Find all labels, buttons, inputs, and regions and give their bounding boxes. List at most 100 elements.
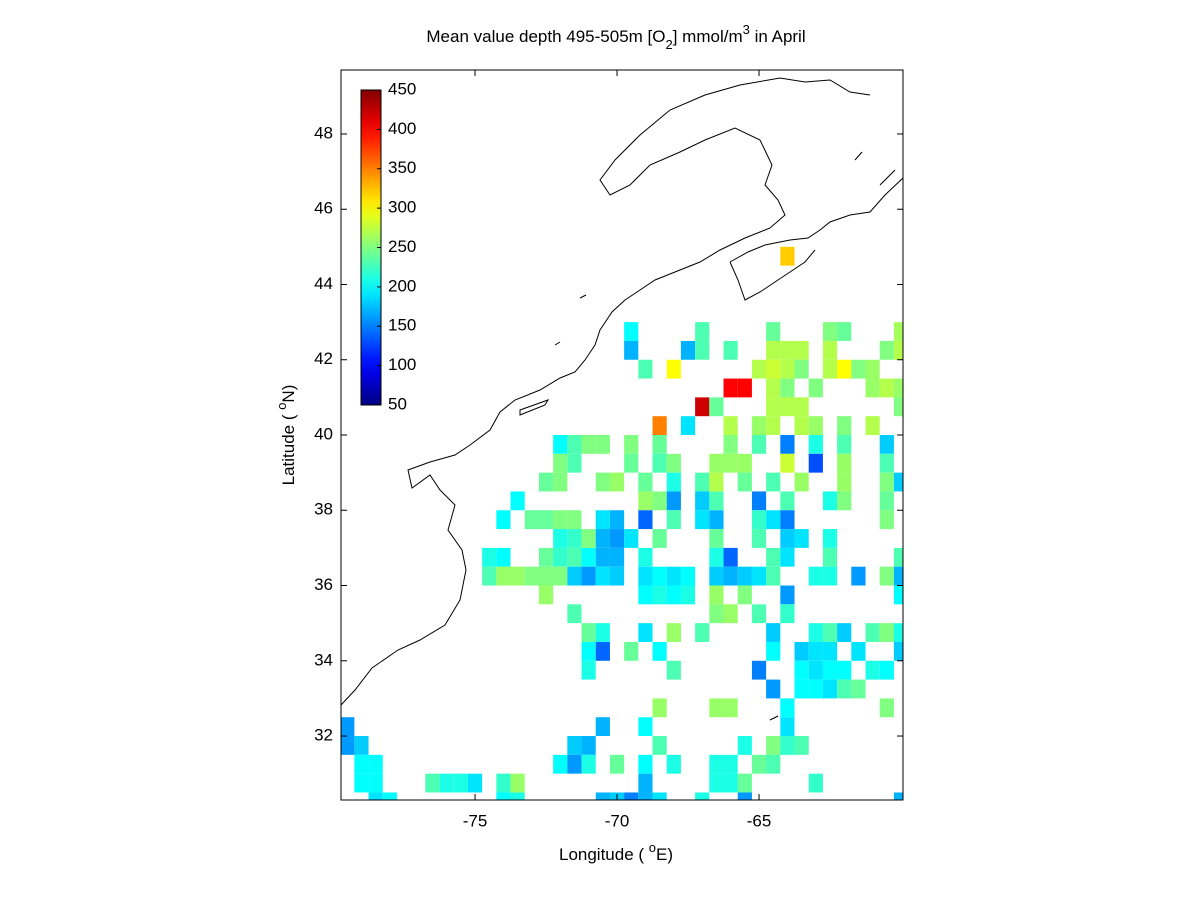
cell bbox=[709, 510, 724, 530]
cell bbox=[624, 641, 639, 661]
label-part: 3 bbox=[743, 22, 750, 37]
cell bbox=[837, 660, 852, 680]
cell bbox=[581, 736, 596, 755]
cell bbox=[766, 340, 781, 360]
cell bbox=[652, 529, 667, 548]
cell bbox=[581, 660, 596, 680]
cell bbox=[354, 736, 369, 755]
cell bbox=[709, 529, 724, 548]
cell bbox=[766, 397, 781, 417]
cell bbox=[780, 529, 795, 548]
cell bbox=[638, 717, 653, 737]
x-tick-label: -65 bbox=[747, 811, 772, 830]
cell bbox=[709, 754, 724, 774]
cell bbox=[865, 416, 880, 435]
cell bbox=[893, 623, 903, 642]
cell bbox=[794, 641, 809, 661]
cell bbox=[666, 359, 681, 379]
cell bbox=[581, 754, 596, 774]
cell bbox=[766, 623, 781, 642]
cell bbox=[510, 491, 525, 511]
cell bbox=[680, 340, 696, 360]
cell bbox=[751, 416, 767, 435]
cell bbox=[751, 529, 767, 548]
cell bbox=[709, 604, 724, 624]
cell bbox=[808, 660, 823, 680]
cell bbox=[837, 623, 852, 642]
cell bbox=[553, 754, 568, 774]
cell bbox=[822, 641, 838, 661]
cell bbox=[709, 585, 724, 605]
cell bbox=[837, 679, 852, 699]
cell bbox=[680, 416, 696, 435]
cell bbox=[709, 397, 724, 417]
cell bbox=[780, 698, 795, 718]
cell bbox=[652, 792, 667, 800]
cell bbox=[737, 773, 752, 793]
cell bbox=[879, 510, 894, 530]
cell bbox=[595, 472, 610, 492]
label-part: 2 bbox=[666, 37, 673, 52]
x-axis-label: Longitude ( oE) bbox=[559, 840, 673, 865]
cell bbox=[382, 792, 397, 800]
cell bbox=[837, 416, 852, 435]
cell bbox=[794, 529, 809, 548]
cell bbox=[595, 529, 610, 548]
colorbar-tick-label: 300 bbox=[388, 198, 416, 217]
cell bbox=[865, 378, 880, 398]
cell bbox=[638, 510, 653, 530]
cell bbox=[652, 491, 667, 511]
cell bbox=[709, 773, 724, 793]
cell bbox=[666, 566, 681, 586]
cell bbox=[766, 566, 781, 586]
cell bbox=[609, 566, 625, 586]
cell bbox=[341, 717, 355, 737]
cell bbox=[780, 359, 795, 379]
cell bbox=[709, 491, 724, 511]
cell bbox=[638, 472, 653, 492]
cell bbox=[425, 773, 440, 793]
cell bbox=[695, 510, 710, 530]
cell bbox=[553, 529, 568, 548]
cell bbox=[879, 566, 894, 586]
cell bbox=[879, 698, 894, 718]
cell bbox=[709, 698, 724, 718]
coastline-us bbox=[341, 77, 871, 706]
cell bbox=[723, 435, 738, 454]
y-tick-label: 48 bbox=[314, 123, 333, 142]
cell bbox=[737, 792, 752, 800]
cell bbox=[595, 717, 610, 737]
cell bbox=[638, 359, 653, 379]
cell bbox=[567, 547, 582, 567]
cell bbox=[808, 416, 823, 435]
cell bbox=[737, 453, 752, 473]
cell bbox=[666, 472, 681, 492]
cell bbox=[709, 547, 724, 567]
cell bbox=[822, 359, 838, 379]
cell bbox=[581, 547, 596, 567]
cell bbox=[581, 641, 596, 661]
cell bbox=[553, 453, 568, 473]
colorbar-tick-label: 150 bbox=[388, 316, 416, 335]
cell bbox=[837, 472, 852, 492]
cell bbox=[837, 359, 852, 379]
cell bbox=[794, 359, 809, 379]
cell bbox=[893, 585, 903, 605]
cell bbox=[822, 623, 838, 642]
cell bbox=[766, 359, 781, 379]
cell bbox=[638, 547, 653, 567]
cell bbox=[567, 604, 582, 624]
cell bbox=[822, 566, 838, 586]
cell bbox=[567, 453, 582, 473]
cell bbox=[766, 547, 781, 567]
cell bbox=[652, 453, 667, 473]
cell bbox=[666, 623, 681, 642]
cell bbox=[751, 491, 767, 511]
cell bbox=[723, 453, 738, 473]
cell bbox=[879, 623, 894, 642]
label-part: N) bbox=[279, 385, 298, 403]
cell bbox=[808, 773, 823, 793]
cell bbox=[496, 773, 511, 793]
cell bbox=[368, 792, 383, 800]
colorbar-tick-label: 50 bbox=[388, 394, 407, 413]
